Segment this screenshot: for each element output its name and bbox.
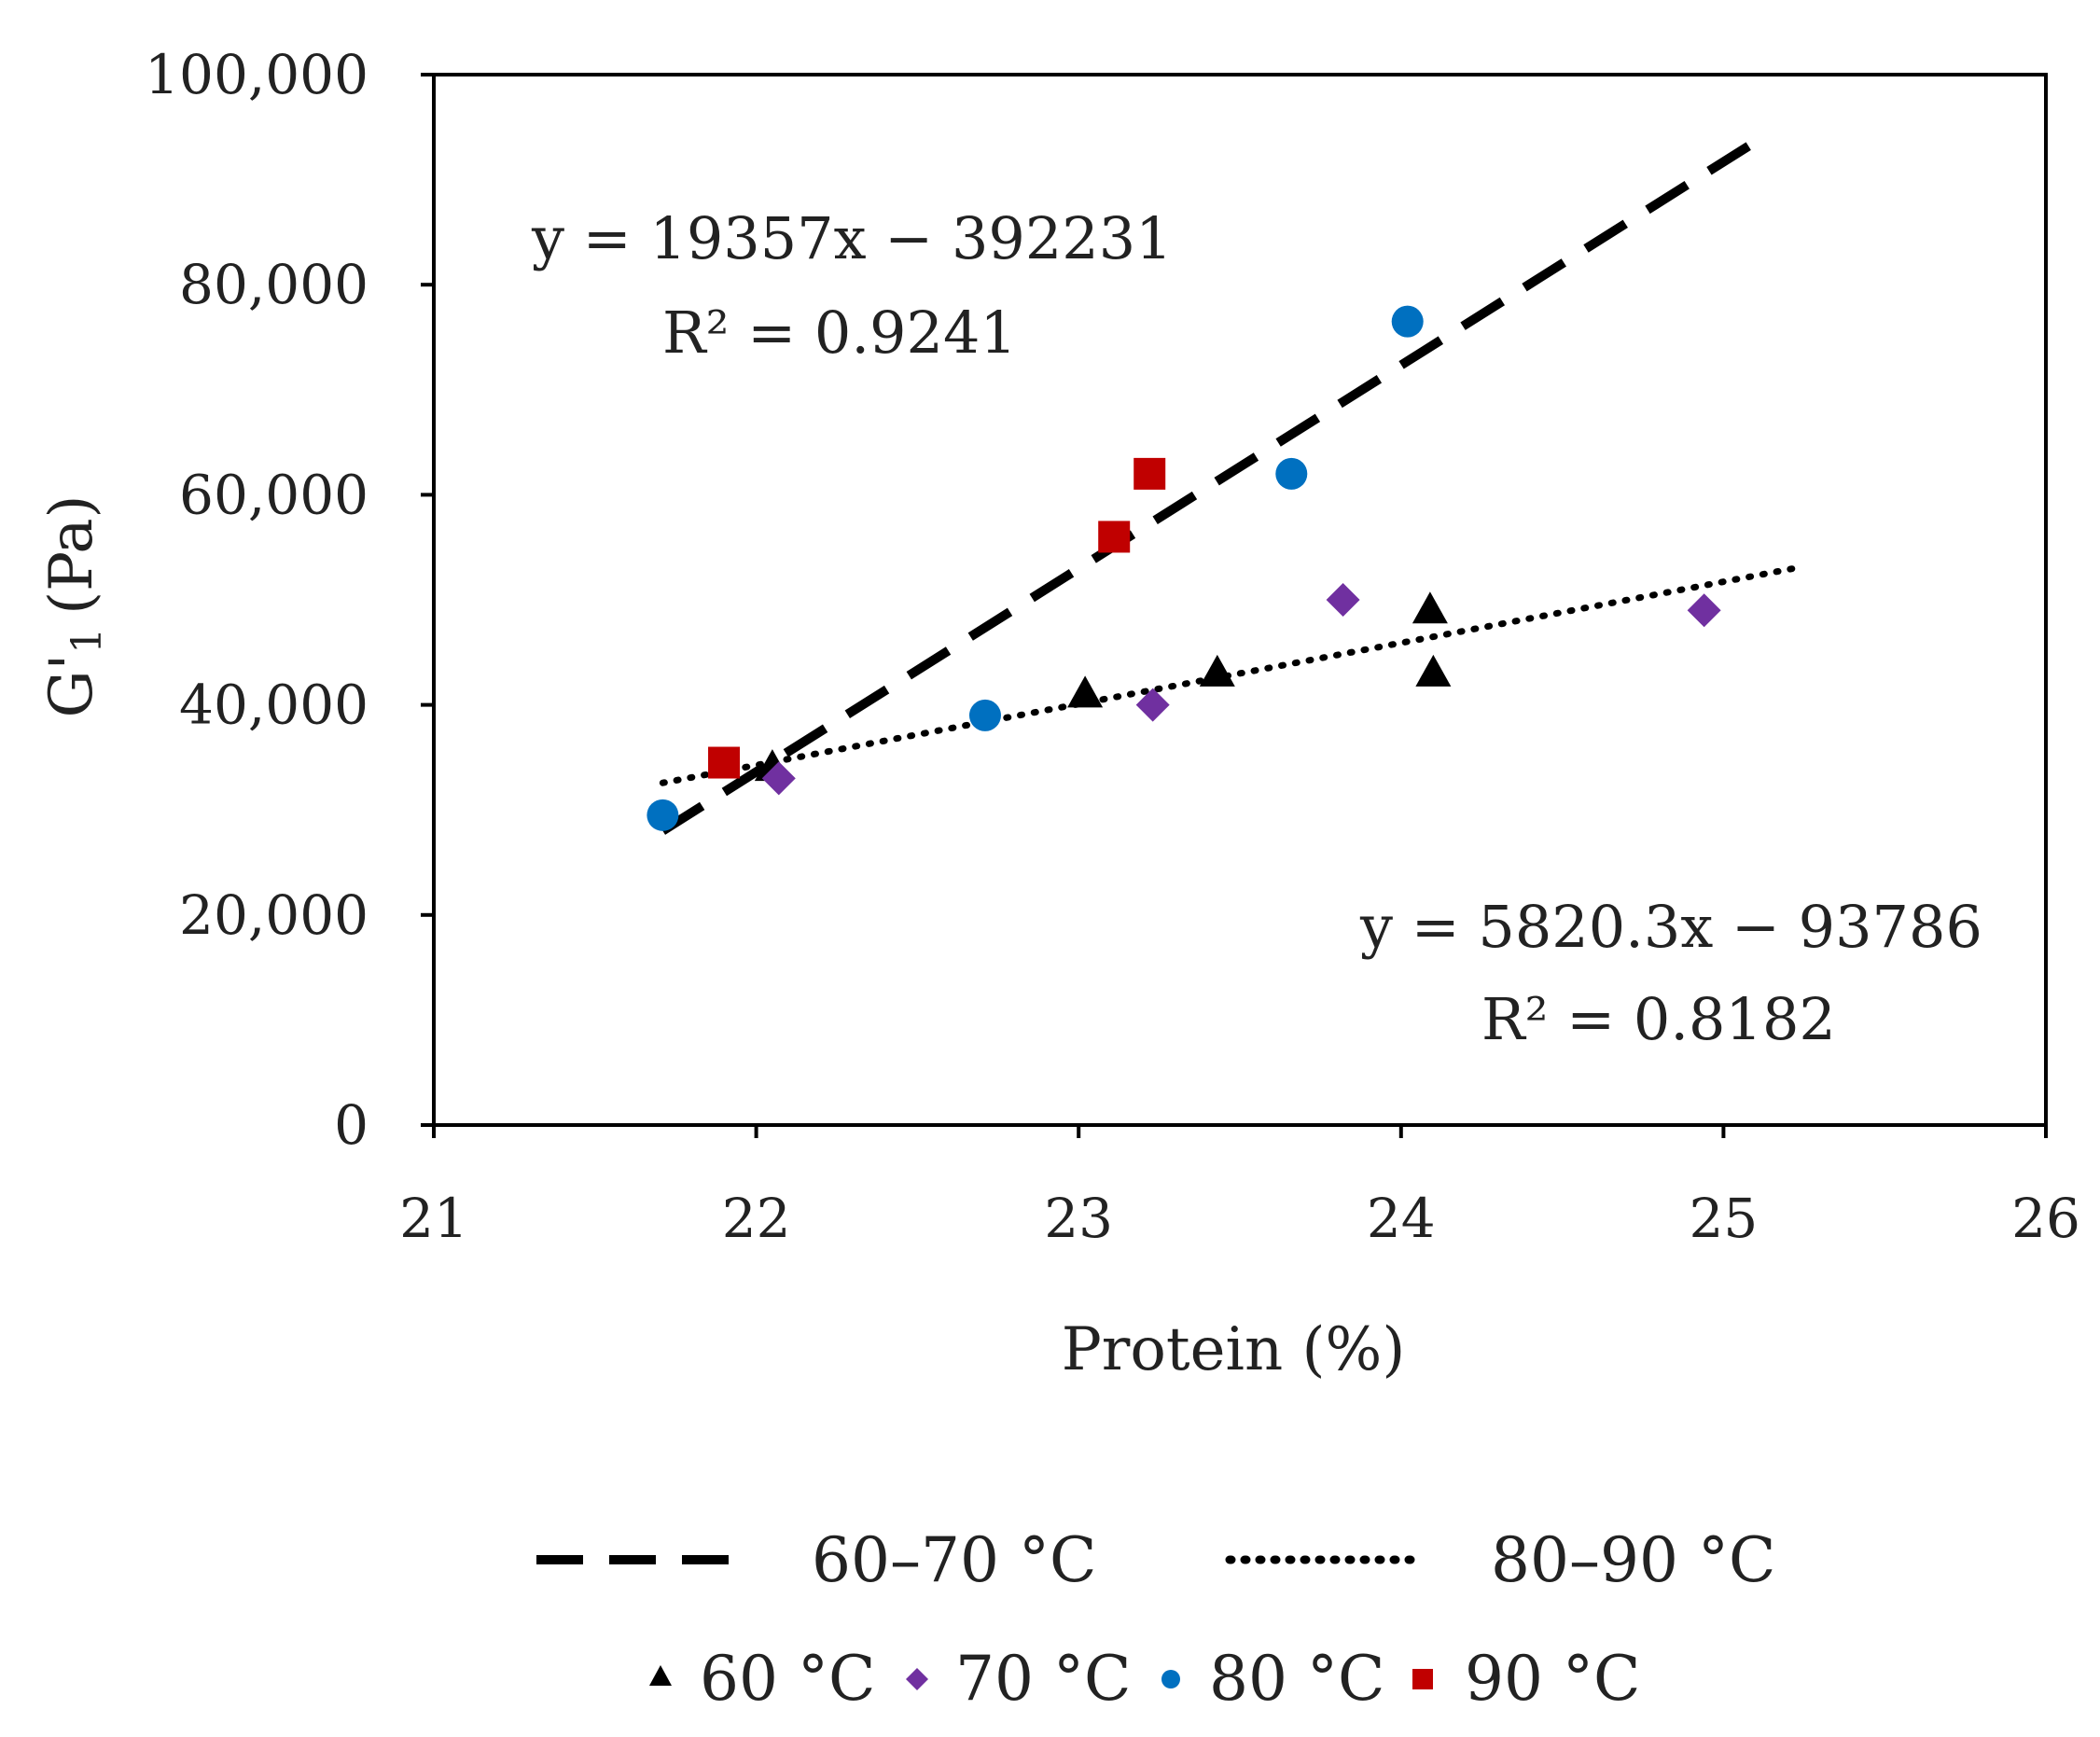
x-axis-title: Protein (%) — [1062, 1315, 1406, 1384]
x-tick-label: 21 — [399, 1187, 468, 1250]
point-square — [1133, 457, 1166, 490]
point-square — [708, 746, 741, 779]
legend-label-80-90: 80–90 °C — [1491, 1524, 1775, 1596]
point-triangle — [1067, 675, 1104, 708]
y-tick-label: 40,000 — [179, 674, 369, 737]
legend-circle-icon — [1161, 1670, 1180, 1688]
y-tick-label: 0 — [334, 1093, 369, 1157]
x-tick-label: 22 — [722, 1187, 791, 1250]
point-triangle — [1199, 654, 1235, 687]
plot-layer: 21 22 23 24 25 26 0 20,000 40,000 60,000 80,000 100… — [145, 43, 2080, 1250]
point-triangle — [1412, 591, 1448, 624]
y-tick-label: 100,000 — [145, 43, 369, 106]
point-diamond — [761, 761, 796, 796]
legend-label-60: 60 °C — [700, 1643, 875, 1715]
y-tick-label: 60,000 — [179, 463, 369, 526]
legend-triangle-icon — [649, 1665, 672, 1686]
point-circle — [1391, 305, 1424, 338]
y-tick-label: 20,000 — [179, 883, 369, 947]
legend: 60–70 °C 80–90 °C 60 °C 70 °C 80 °C 90 °… — [536, 1524, 1775, 1715]
x-tick-label: 24 — [1367, 1187, 1436, 1250]
x-tick-label: 23 — [1044, 1187, 1113, 1250]
y-axis-title-main: G' — [37, 654, 106, 718]
point-diamond — [1687, 593, 1721, 628]
point-circle — [1275, 457, 1308, 490]
trendline-2-r2: R² = 0.8182 — [1481, 985, 1836, 1053]
legend-diamond-icon — [906, 1668, 928, 1690]
point-triangle — [1415, 654, 1452, 687]
trendline-2-equation: y = 5820.3x − 93786 — [1359, 893, 1982, 961]
legend-label-90: 90 °C — [1465, 1643, 1640, 1715]
legend-label-70: 70 °C — [955, 1643, 1131, 1715]
legend-label-60-70: 60–70 °C — [812, 1524, 1096, 1596]
y-axis-title-sub: 1 — [63, 628, 111, 654]
point-diamond — [1135, 688, 1170, 722]
x-tick-label: 25 — [1689, 1187, 1758, 1250]
x-tick-label: 26 — [2011, 1187, 2080, 1250]
point-diamond — [1326, 583, 1360, 617]
point-circle — [647, 799, 679, 831]
legend-label-80: 80 °C — [1209, 1643, 1384, 1715]
point-square — [1098, 521, 1131, 553]
trendline-1-equation: y = 19357x − 392231 — [531, 204, 1173, 272]
plot-frame — [432, 73, 2048, 1127]
y-axis-title-unit: (Pa) — [37, 495, 106, 615]
y-axis-title: G'1 (Pa) — [37, 495, 111, 718]
trendline-1-r2: R² = 0.9241 — [662, 299, 1017, 367]
y-tick-label: 80,000 — [179, 253, 369, 316]
point-circle — [968, 699, 1001, 731]
legend-square-icon — [1412, 1669, 1433, 1689]
